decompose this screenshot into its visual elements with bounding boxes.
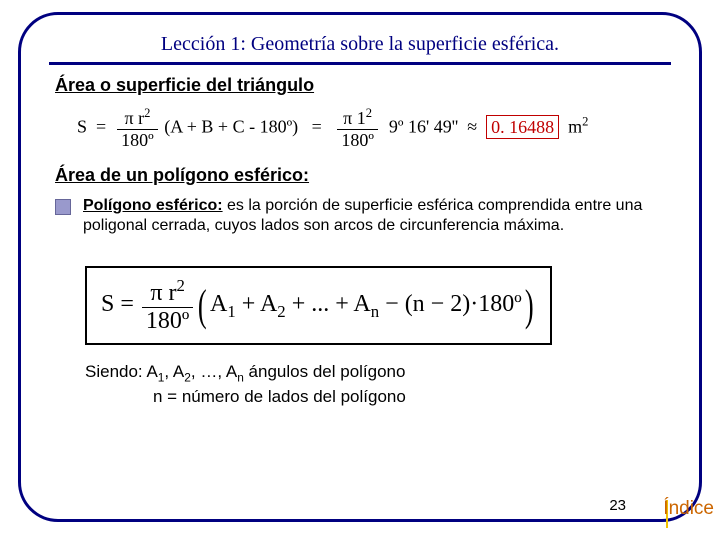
formula-triangle-area: S = π r2 180º (A + B + C - 180º) = π 12 … <box>77 106 671 151</box>
page-number: 23 <box>609 497 626 514</box>
title-divider <box>49 62 671 65</box>
fraction-1: π r2 180º <box>117 106 158 151</box>
section-heading-polygon-area: Área de un polígono esférico: <box>55 165 671 186</box>
index-link[interactable]: Índice <box>663 498 714 520</box>
siendo-block: Siendo: A1, A2, …, An ángulos del polígo… <box>85 361 671 408</box>
formula-group1: (A + B + C - 180º) <box>164 117 298 137</box>
definition-text: Polígono esférico: es la porción de supe… <box>83 196 665 236</box>
definition-row: Polígono esférico: es la porción de supe… <box>55 196 665 236</box>
formula-unit-base: m <box>568 117 582 137</box>
bullet-icon <box>55 199 71 215</box>
formula-angle: 9º 16' 49'' <box>389 117 458 137</box>
fraction-2: π 12 180º <box>337 106 378 151</box>
formula-polygon-area-box: S = π r2 180º (A1 + A2 + ... + An − (n −… <box>85 266 552 345</box>
siendo-label: Siendo: <box>85 362 143 381</box>
formula-unit-sup: 2 <box>582 115 588 129</box>
siendo-line2: n = número de lados del polígono <box>153 387 406 406</box>
big-fraction: π r2 180º <box>142 276 193 335</box>
section-heading-triangle-area: Área o superficie del triángulo <box>55 75 671 96</box>
formula-result-boxed: 0. 16488 <box>486 115 559 139</box>
lesson-title: Lección 1: Geometría sobre la superficie… <box>49 33 671 56</box>
formula-lhs: S <box>77 117 87 137</box>
definition-label: Polígono esférico: <box>83 197 223 214</box>
slide-frame: Lección 1: Geometría sobre la superficie… <box>18 12 702 522</box>
